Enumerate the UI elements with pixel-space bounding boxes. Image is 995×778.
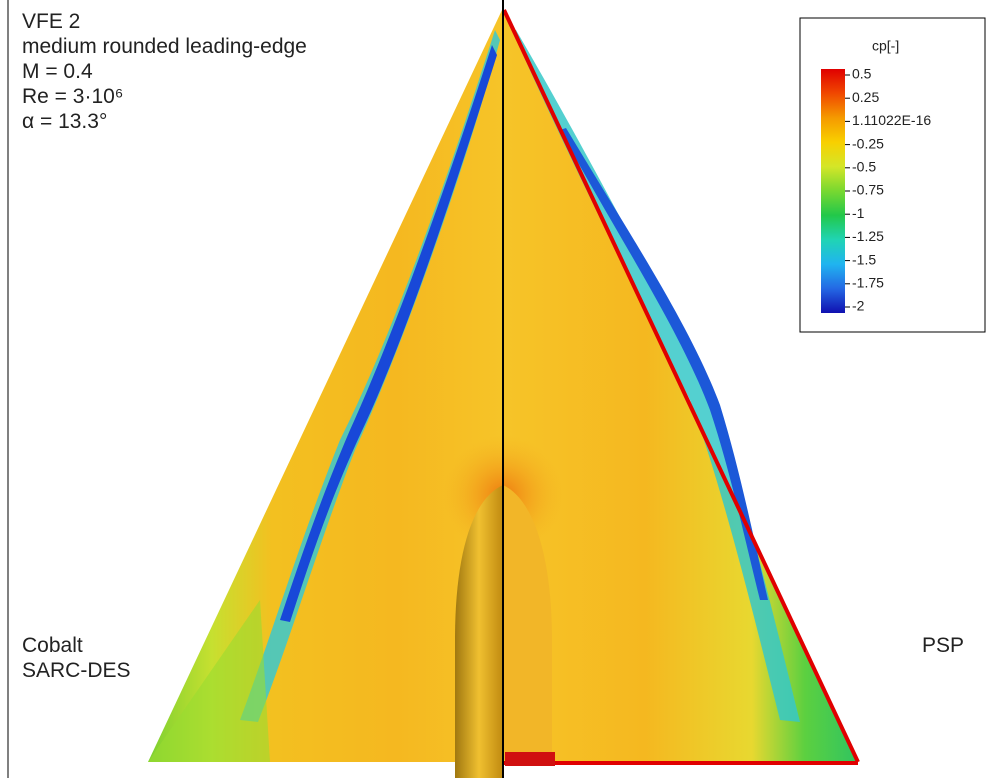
header-line: VFE 2 bbox=[22, 10, 80, 33]
left-label: SARC-DES bbox=[22, 659, 131, 682]
edge-zone bbox=[148, 600, 270, 762]
legend-level: -2 bbox=[852, 298, 865, 314]
legend-level: 0.5 bbox=[852, 66, 872, 82]
right-label: PSP bbox=[922, 634, 964, 657]
legend-level: -0.5 bbox=[852, 159, 876, 175]
legend-level: -1.25 bbox=[852, 228, 884, 244]
legend-level: 1.11022E-16 bbox=[852, 112, 931, 128]
legend-level: 0.25 bbox=[852, 89, 879, 105]
left-wing bbox=[148, 10, 502, 762]
cp-plot: VFE 2medium rounded leading-edgeM = 0.4R… bbox=[0, 0, 995, 778]
legend-title: cp[-] bbox=[872, 38, 899, 54]
header-line: α = 13.3° bbox=[22, 110, 107, 133]
header-line: medium rounded leading-edge bbox=[22, 35, 307, 58]
legend-level: -0.75 bbox=[852, 182, 884, 198]
header-line: M = 0.4 bbox=[22, 60, 93, 83]
legend-level: -1.75 bbox=[852, 275, 884, 291]
header-line: Re = 3·10⁶ bbox=[22, 85, 123, 108]
legend-level: -0.25 bbox=[852, 135, 884, 151]
left-label: Cobalt bbox=[22, 634, 83, 657]
colorbar bbox=[821, 69, 845, 313]
sting-mark bbox=[505, 752, 555, 766]
legend-level: -1.5 bbox=[852, 251, 876, 267]
legend-level: -1 bbox=[852, 205, 865, 221]
